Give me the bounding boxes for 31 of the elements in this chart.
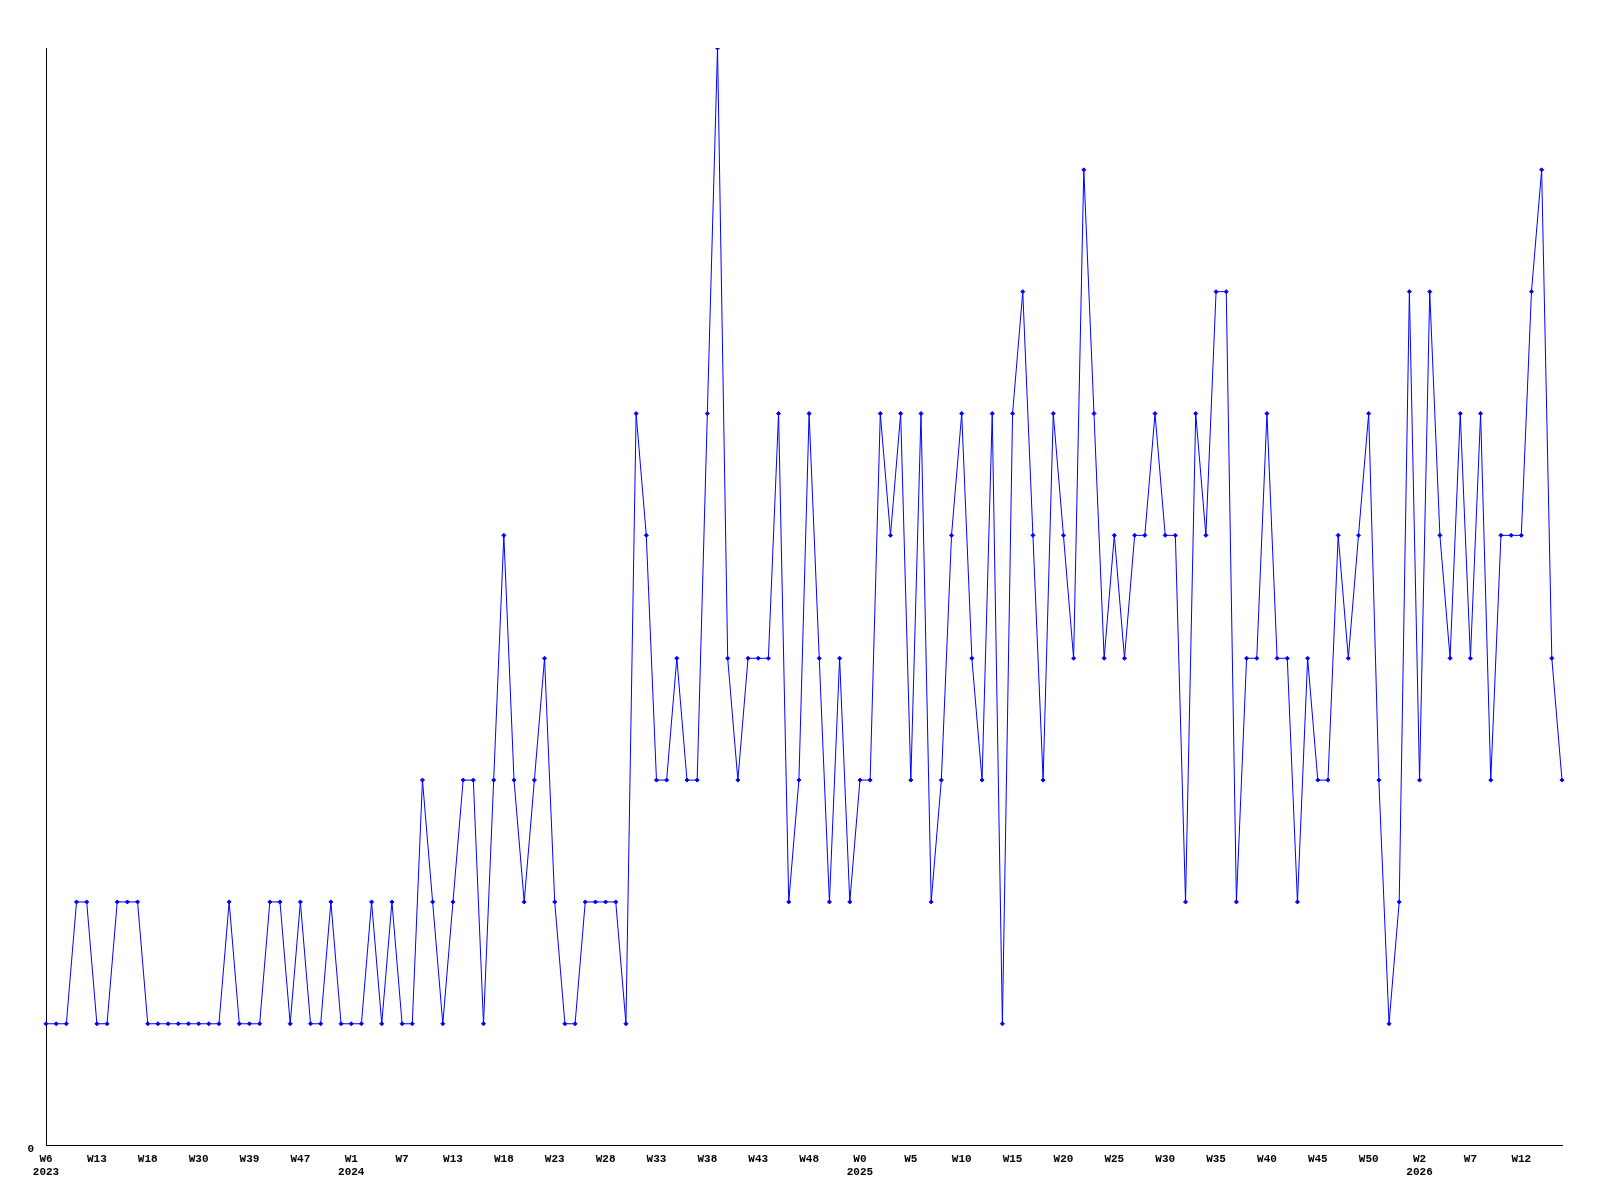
x-tick-label: W7 (1463, 1152, 1478, 1165)
text: 0 (27, 1143, 34, 1156)
x-tick-label: W48 (799, 1152, 820, 1165)
x-tick-label: W40 (1257, 1152, 1277, 1165)
x-tick-label: W6 2023 (32, 1152, 60, 1179)
x-tick-label: W30 (188, 1152, 209, 1165)
x-tick-label: W12 (1511, 1152, 1532, 1165)
x-tick-label: W1 2024 (338, 1152, 365, 1179)
x-tick-label: W43 (748, 1152, 769, 1165)
x-tick-label: W18 (493, 1152, 515, 1165)
x-tick-label: W13 (443, 1152, 464, 1165)
x-tick-label: W23 (544, 1152, 566, 1165)
x-tick-label: W13 (86, 1152, 108, 1165)
x-tick-label: W47 (290, 1152, 311, 1165)
x-tick-label: W33 (646, 1152, 667, 1165)
x-tick-label: W15 (1002, 1152, 1023, 1165)
x-tick-label: W0 2025 (846, 1152, 874, 1179)
x-tick-label: W5 (904, 1152, 918, 1165)
x-tick-label: W38 (697, 1152, 718, 1165)
x-tick-label: W2 2026 (1406, 1152, 1433, 1179)
x-tick-label: W45 (1307, 1152, 1329, 1165)
x-tick-label: W39 (239, 1152, 260, 1165)
x-tick-label: W7 (395, 1152, 409, 1165)
x-tick-label: W18 (137, 1152, 159, 1165)
x-tick-label: W30 (1155, 1152, 1176, 1165)
x-tick-label: W20 (1053, 1152, 1074, 1165)
x-tick-label: W35 (1206, 1152, 1227, 1165)
x-tick-label: W50 (1358, 1152, 1379, 1165)
x-tick-label: W28 (595, 1152, 616, 1165)
x-tick-label: W10 (951, 1152, 972, 1165)
x-tick-label: W25 (1104, 1152, 1125, 1165)
